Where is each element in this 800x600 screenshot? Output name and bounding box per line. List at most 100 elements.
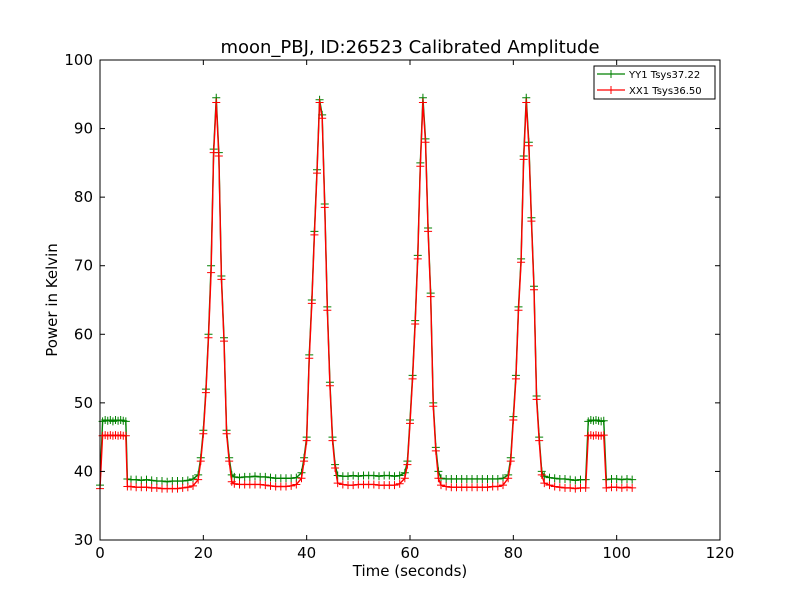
- data-point: [297, 474, 306, 483]
- data-point: [142, 483, 151, 492]
- data-point: [333, 471, 342, 480]
- data-point: [212, 98, 221, 107]
- legend-label: YY1 Tsys37.22: [628, 70, 700, 81]
- data-point: [292, 473, 301, 482]
- series-layer: [96, 93, 637, 493]
- data-point: [385, 471, 394, 480]
- data-point: [522, 98, 531, 107]
- data-point: [158, 477, 166, 486]
- data-point: [245, 472, 254, 481]
- data-point: [261, 472, 270, 481]
- y-tick-label: 30: [74, 531, 93, 549]
- data-point: [331, 464, 340, 472]
- data-point: [302, 436, 311, 445]
- data-point: [354, 472, 363, 481]
- data-point: [617, 475, 626, 484]
- data-point: [550, 474, 559, 483]
- data-point: [532, 395, 541, 404]
- y-tick-label: 60: [74, 325, 93, 343]
- data-point: [431, 446, 440, 455]
- data-point: [261, 481, 270, 490]
- data-point: [163, 477, 172, 486]
- y-axis: 30 40 50 60 70 80 90 100: [64, 51, 720, 549]
- x-tick-label: 100: [602, 544, 631, 562]
- x-tick-label: 0: [95, 544, 105, 562]
- data-point: [581, 483, 590, 492]
- data-point: [266, 481, 275, 490]
- data-point: [344, 472, 352, 481]
- data-point: [483, 483, 492, 492]
- data-point: [199, 429, 208, 438]
- data-point: [287, 474, 296, 483]
- data-point: [426, 292, 435, 301]
- data-point: [307, 299, 316, 308]
- data-point: [395, 479, 404, 488]
- data-point: [545, 481, 554, 490]
- data-point: [225, 457, 234, 466]
- data-point: [408, 374, 417, 383]
- data-point: [403, 460, 412, 469]
- data-point: [429, 402, 438, 411]
- data-point: [369, 471, 378, 480]
- data-point: [333, 479, 342, 488]
- data-point: [282, 482, 290, 491]
- data-point: [493, 474, 502, 483]
- data-point: [349, 481, 358, 490]
- data-point: [517, 258, 526, 267]
- data-point: [628, 475, 637, 484]
- data-point: [349, 471, 358, 480]
- data-point: [550, 482, 559, 491]
- data-point: [300, 457, 309, 466]
- data-point: [540, 479, 549, 488]
- plot-area: [96, 59, 721, 541]
- data-point: [287, 481, 296, 490]
- data-point: [121, 417, 130, 426]
- data-point: [220, 337, 228, 346]
- data-point: [504, 474, 513, 483]
- x-tick-label: 60: [400, 544, 419, 562]
- data-point: [424, 227, 433, 236]
- y-tick-label: 90: [74, 120, 93, 138]
- y-tick-label: 50: [74, 394, 93, 412]
- data-point: [493, 482, 502, 491]
- data-point: [214, 152, 223, 160]
- data-point: [509, 416, 518, 424]
- data-point: [530, 285, 538, 294]
- data-point: [524, 141, 533, 150]
- x-tick-label: 80: [504, 544, 523, 562]
- data-point: [178, 483, 187, 492]
- data-point: [230, 479, 239, 488]
- data-point: [555, 483, 564, 492]
- data-point: [413, 254, 422, 263]
- data-point: [325, 381, 334, 390]
- data-point: [545, 473, 554, 482]
- data-point: [390, 481, 399, 490]
- data-point: [421, 138, 430, 147]
- data-point: [406, 419, 414, 428]
- data-point: [217, 275, 226, 284]
- data-point: [566, 475, 575, 484]
- data-point: [121, 431, 130, 440]
- x-axis: 0 20 40 60 80 100 120: [95, 60, 734, 562]
- data-point: [328, 436, 337, 445]
- data-point: [617, 483, 626, 492]
- data-point: [519, 155, 528, 164]
- y-axis-label: Power in Kelvin: [43, 243, 61, 357]
- data-point: [612, 474, 621, 483]
- data-point: [310, 230, 319, 239]
- data-point: [628, 483, 637, 492]
- data-point: [527, 217, 536, 226]
- y-tick-label: 70: [74, 257, 93, 275]
- data-point: [623, 474, 631, 483]
- data-point: [256, 480, 265, 489]
- data-point: [599, 431, 608, 440]
- data-point: [183, 476, 192, 485]
- data-point: [320, 203, 329, 212]
- data-point: [602, 483, 611, 492]
- data-point: [416, 162, 425, 171]
- data-point: [561, 474, 569, 483]
- y-tick-label: 40: [74, 462, 93, 480]
- data-point: [201, 388, 210, 397]
- data-point: [434, 474, 443, 483]
